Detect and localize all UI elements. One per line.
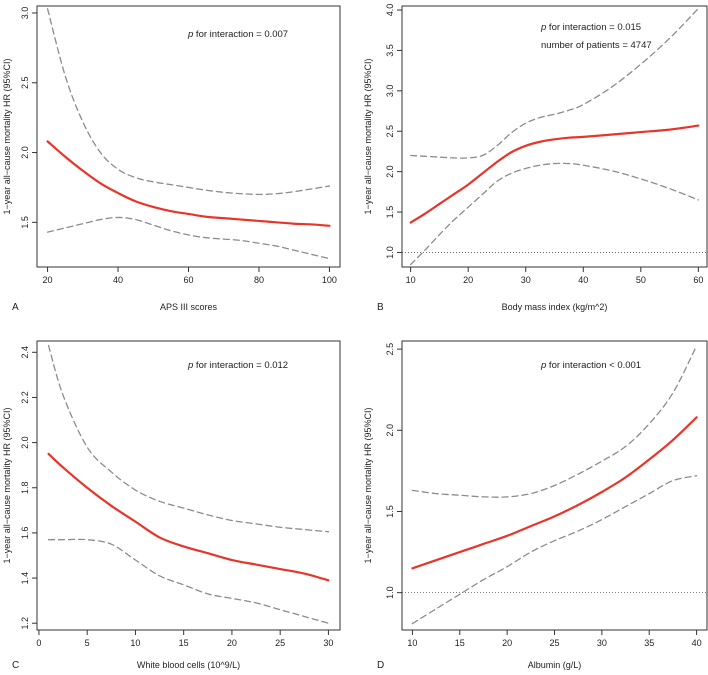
ci-lower-curve [411, 475, 698, 625]
y-axis-label: 1−year all−cause mortality HR (95%CI) [363, 58, 373, 214]
x-tick-label: 30 [597, 638, 607, 648]
ci-upper-curve [47, 344, 330, 533]
x-tick-label: 10 [407, 638, 417, 648]
patients-annotation: number of patients = 4747 [541, 40, 652, 51]
x-tick-label: 25 [275, 638, 285, 648]
x-tick-label: 0 [36, 638, 41, 648]
x-tick-label: 40 [692, 638, 702, 648]
hr-curve [46, 140, 331, 227]
x-tick-label: 100 [322, 275, 337, 285]
panel-c: 0 5 10 15 20 25 30 1.2 1.4 1.6 1.8 2.0 2.2 2.4 p for i… [2, 340, 341, 671]
x-axis-label: Albumin (g/L) [528, 660, 582, 670]
p-symbol: p [540, 360, 546, 371]
panel-letter: B [377, 302, 384, 313]
x-tick-label: 40 [113, 275, 123, 285]
x-tick-label: 40 [578, 275, 588, 285]
panel-b: 10 20 30 40 50 60 1.0 1.5 2.0 2.5 3.0 3.5 4.0 p for i… [363, 4, 708, 313]
hr-curve [47, 452, 330, 582]
p-symbol: p [187, 29, 193, 40]
interaction-annotation: p for interaction = 0.012 [187, 360, 288, 371]
x-tick-label: 5 [85, 638, 90, 648]
y-tick-label: 3.0 [385, 85, 395, 98]
x-axis-label: Body mass index (kg/m^2) [502, 302, 608, 312]
y-tick-label: 1.5 [385, 505, 395, 518]
p-symbol: p [540, 22, 546, 33]
panel-a: 20 40 60 80 100 1.5 2.0 2.5 3.0 p for interaction… [2, 5, 341, 313]
interaction-annotation: p for interaction = 0.007 [187, 29, 288, 40]
y-axis-label: 1−year all−cause mortality HR (95%CI) [2, 407, 12, 563]
x-tick-label: 60 [183, 275, 193, 285]
y-tick-label: 1.5 [385, 206, 395, 219]
plot-frame [36, 340, 341, 631]
y-tick-label: 1.0 [385, 586, 395, 599]
x-axis-label: White blood cells (10^9/L) [137, 660, 240, 670]
hr-curve [409, 124, 700, 224]
y-axis-label: 1−year all−cause mortality HR (95%CI) [2, 58, 12, 214]
y-tick-label: 2.5 [385, 125, 395, 138]
y-axis-label: 1−year all−cause mortality HR (95%CI) [363, 407, 373, 563]
x-tick-label: 15 [179, 638, 189, 648]
ci-lower-curve [46, 216, 331, 260]
x-tick-label: 80 [254, 275, 264, 285]
y-tick-label: 1.5 [20, 216, 30, 229]
x-tick-label: 20 [502, 638, 512, 648]
ci-upper-curve [409, 7, 700, 159]
y-tick-label: 1.4 [20, 572, 30, 585]
x-tick-label: 60 [693, 275, 703, 285]
y-tick-label: 1.8 [20, 482, 30, 495]
x-tick-label: 20 [463, 275, 473, 285]
panel-letter: D [377, 660, 384, 671]
ci-lower-curve [409, 162, 700, 266]
panel-d: 10 15 20 25 30 35 40 1.0 1.5 2.0 2.5 p for interact… [363, 340, 708, 671]
x-tick-label: 25 [549, 638, 559, 648]
y-tick-label: 3.5 [385, 44, 395, 57]
ci-lower-curve [47, 538, 330, 624]
interaction-annotation: p for interaction < 0.001 [540, 360, 641, 371]
y-tick-label: 2.0 [20, 146, 30, 159]
y-tick-label: 3.0 [20, 7, 30, 20]
y-tick-label: 2.0 [385, 424, 395, 437]
panel-letter: A [12, 302, 19, 313]
y-tick-label: 1.2 [20, 617, 30, 630]
plot-frame [401, 5, 708, 268]
y-tick-label: 2.4 [20, 346, 30, 359]
x-tick-label: 10 [130, 638, 140, 648]
interaction-text: for interaction = 0.007 [193, 29, 288, 40]
y-tick-label: 2.5 [20, 77, 30, 90]
x-axis-label: APS III scores [160, 302, 218, 312]
panel-letter: C [12, 660, 19, 671]
plot-frame [36, 5, 341, 268]
ci-upper-curve [411, 345, 698, 498]
y-tick-label: 2.0 [385, 165, 395, 178]
x-tick-label: 10 [406, 275, 416, 285]
x-tick-label: 20 [227, 638, 237, 648]
x-tick-label: 20 [43, 275, 53, 285]
hr-curve [411, 416, 698, 570]
y-tick-label: 2.5 [385, 343, 395, 356]
y-tick-label: 2.2 [20, 391, 30, 404]
y-tick-label: 2.0 [20, 436, 30, 449]
interaction-text: for interaction = 0.012 [193, 360, 288, 371]
interaction-annotation: p for interaction = 0.015 [540, 22, 641, 33]
x-tick-label: 30 [521, 275, 531, 285]
y-tick-label: 1.6 [20, 527, 30, 540]
p-symbol: p [187, 360, 193, 371]
x-tick-label: 50 [636, 275, 646, 285]
x-tick-label: 35 [644, 638, 654, 648]
ci-upper-curve [46, 8, 331, 196]
interaction-text: for interaction = 0.015 [546, 22, 641, 33]
interaction-text: for interaction < 0.001 [546, 360, 641, 371]
x-tick-label: 30 [323, 638, 333, 648]
y-tick-label: 1.0 [385, 246, 395, 259]
x-tick-label: 15 [455, 638, 465, 648]
y-tick-label: 4.0 [385, 4, 395, 17]
